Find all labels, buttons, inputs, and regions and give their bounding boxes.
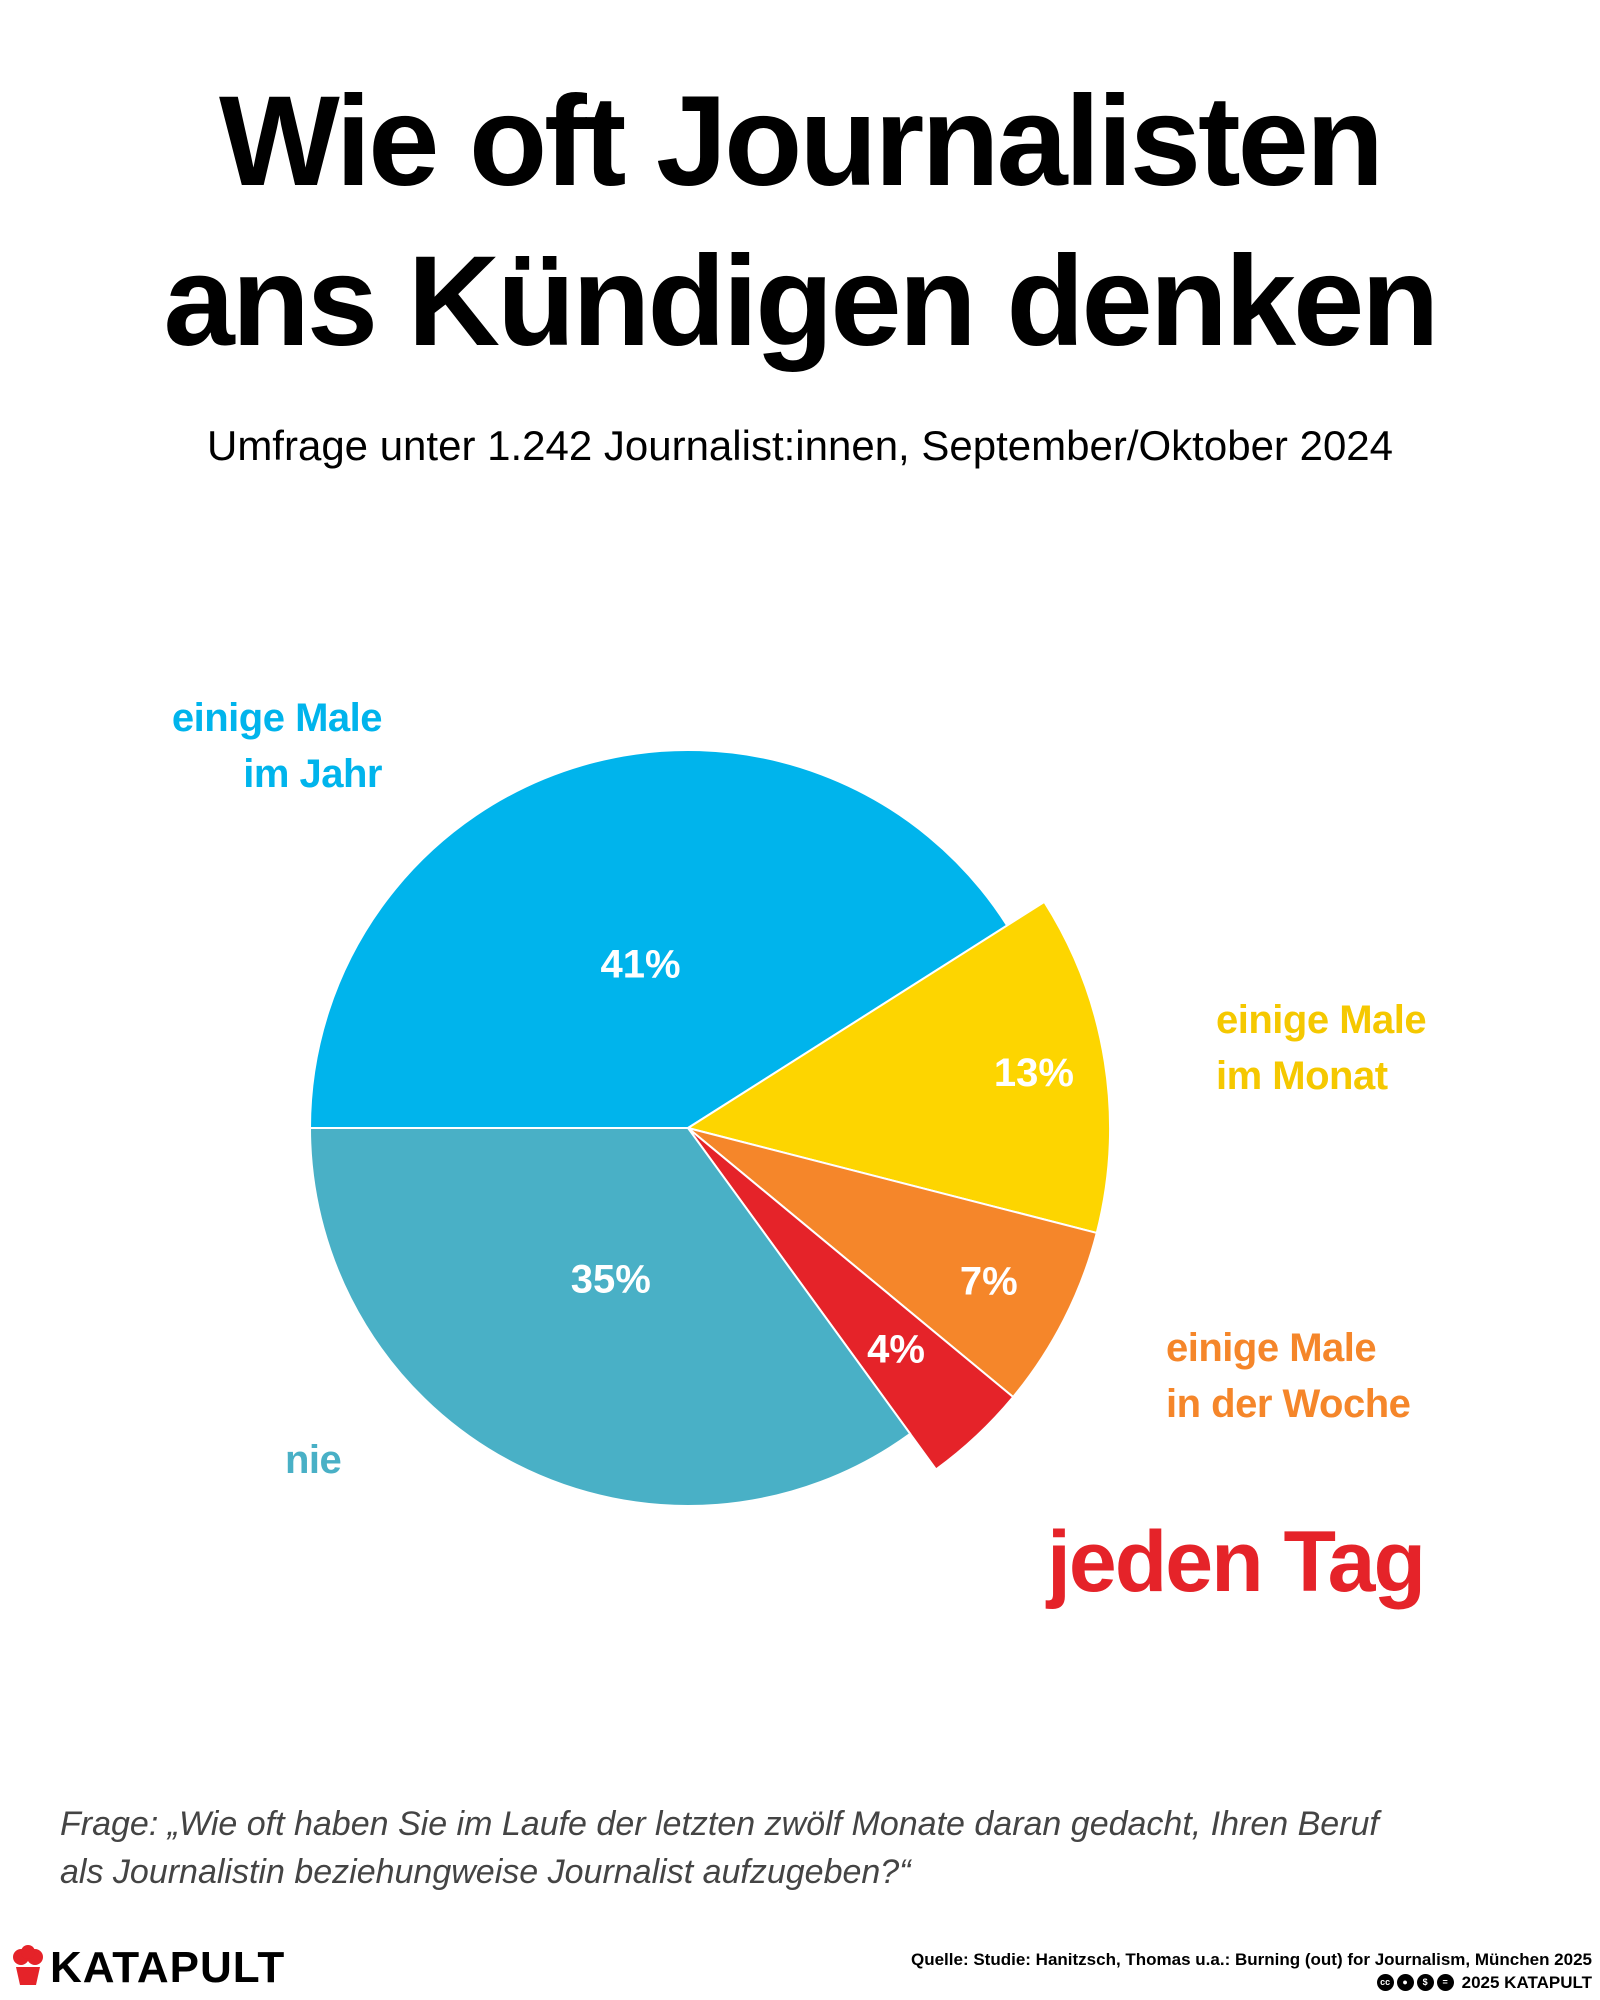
category-label-nie: nie [285, 1438, 342, 1482]
title-line-1: Wie oft Journalisten [218, 70, 1384, 213]
category-label-einige-male-im-monat: einige Male im Monat [1216, 998, 1427, 1098]
nc-icon: $ [1416, 1974, 1434, 1991]
copyright-text: 2025 KATAPULT [1461, 1973, 1592, 1992]
value-label-nie: 35% [571, 1258, 651, 1302]
value-label-einige-male-in-der-woche: 7% [960, 1259, 1018, 1303]
survey-question: Frage: „Wie oft haben Sie im Laufe der l… [60, 1805, 1379, 1891]
license-icons: cc ● $ = [1376, 1974, 1454, 1991]
pie-slice-einige-male-im-monat [685, 900, 1111, 1235]
value-label-einige-male-im-jahr: 41% [601, 943, 681, 987]
value-label-einige-male-im-monat: 13% [994, 1051, 1074, 1095]
cc-icon: cc [1376, 1974, 1394, 1991]
katapult-logo: KATAPULT [10, 1943, 285, 1993]
category-label-jeden-tag: jeden Tag [1047, 1514, 1426, 1610]
pie-slice-nie [308, 1127, 912, 1507]
pie-slice-einige-male-in-der-woche [687, 1127, 1098, 1399]
logo-text: KATAPULT [50, 1943, 286, 1992]
source-text: Quelle: Studie: Hanitzsch, Thomas u.a.: … [910, 1950, 1592, 1969]
source-note: Quelle: Studie: Hanitzsch, Thomas u.a.: … [911, 1948, 1592, 1994]
page-title: Wie oft Journalisten ans Kündigen denken [0, 62, 1600, 382]
pie-slice-einige-male-im-jahr [308, 749, 1009, 1129]
category-label-einige-male-im-jahr: einige Male im Jahr [171, 696, 383, 796]
catapult-icon [13, 1945, 43, 1985]
title-line-2: ans Kündigen denken [163, 230, 1440, 373]
pie-slice-jeden-tag [687, 1127, 1015, 1471]
subtitle: Umfrage unter 1.242 Journalist:innen, Se… [206, 422, 1394, 469]
by-icon: ● [1396, 1974, 1414, 1991]
nd-icon: = [1436, 1974, 1454, 1991]
value-label-jeden-tag: 4% [867, 1327, 925, 1371]
category-label-einige-male-in-der-woche: einige Male in der Woche [1166, 1326, 1411, 1426]
